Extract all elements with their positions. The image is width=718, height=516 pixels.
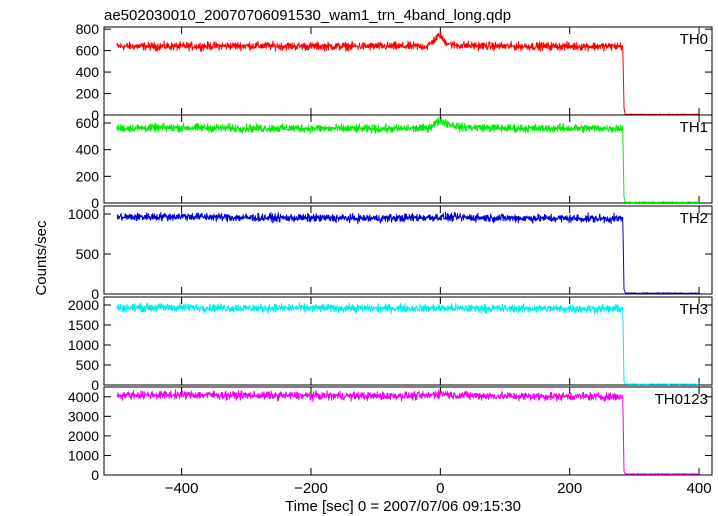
panel-th0: 0 200 400 600 800 TH0: [76, 21, 713, 123]
y-tick-label: 1000: [68, 447, 99, 463]
panel-label: TH1: [680, 119, 708, 136]
panel-th3: 0 500 1000 1500 2000 TH3: [68, 296, 713, 393]
panel-label: TH0123: [655, 391, 708, 408]
panel-frame: [103, 296, 713, 386]
x-tick-label: −200: [294, 480, 328, 497]
y-tick-label: 1000: [68, 337, 99, 353]
y-axis-label: Counts/sec: [33, 220, 50, 296]
series-line-th0123: [116, 389, 700, 476]
panel-stack: 0 200 400 600 800 TH0 0 200 400 600 TH1 0 500 1000 TH2…: [68, 21, 713, 497]
x-tick-label: 0: [436, 480, 444, 497]
panel-th0123: 0 1000 2000 3000 4000 TH0123: [68, 386, 713, 483]
panel-frame: [103, 114, 713, 204]
series-line-th3: [116, 302, 700, 386]
y-tick-label: 600: [76, 43, 100, 59]
series-line-th2: [116, 211, 700, 295]
y-tick-label: 4000: [68, 389, 99, 405]
panel-label: TH0: [680, 31, 708, 48]
y-tick-label: 200: [76, 86, 100, 102]
panel-label: TH2: [680, 210, 708, 227]
panel-th1: 0 200 400 600 TH1: [76, 114, 713, 211]
y-tick-label: 2000: [68, 297, 99, 313]
panel-frame: [103, 205, 713, 295]
x-tick-label: 200: [557, 480, 582, 497]
y-tick-label: 1000: [68, 206, 99, 222]
y-tick-label: 400: [76, 64, 100, 80]
x-tick-label: 400: [687, 480, 712, 497]
y-tick-label: 0: [91, 467, 99, 483]
x-tick-label: −400: [165, 480, 199, 497]
panel-frame: [103, 386, 713, 476]
y-tick-label: 200: [76, 168, 100, 184]
panel-frame: [103, 26, 713, 116]
y-tick-label: 400: [76, 142, 100, 158]
y-tick-label: 0: [91, 195, 99, 211]
y-tick-label: 500: [76, 246, 100, 262]
chart-title: ae502030010_20070706091530_wam1_trn_4ban…: [104, 7, 511, 24]
panel-label: TH3: [680, 301, 708, 318]
y-tick-label: 1500: [68, 317, 99, 333]
y-tick-label: 0: [91, 286, 99, 302]
series-line-th0: [116, 30, 700, 116]
y-tick-label: 0: [91, 107, 99, 123]
y-tick-label: 3000: [68, 408, 99, 424]
y-tick-label: 0: [91, 377, 99, 393]
x-axis-label: Time [sec] 0 = 2007/07/06 09:15:30: [285, 498, 521, 515]
panel-th2: 0 500 1000 TH2: [68, 205, 713, 302]
y-tick-label: 800: [76, 21, 100, 37]
series-line-th1: [116, 117, 700, 204]
y-tick-label: 2000: [68, 428, 99, 444]
y-tick-label: 600: [76, 115, 100, 131]
y-tick-label: 500: [76, 357, 100, 373]
